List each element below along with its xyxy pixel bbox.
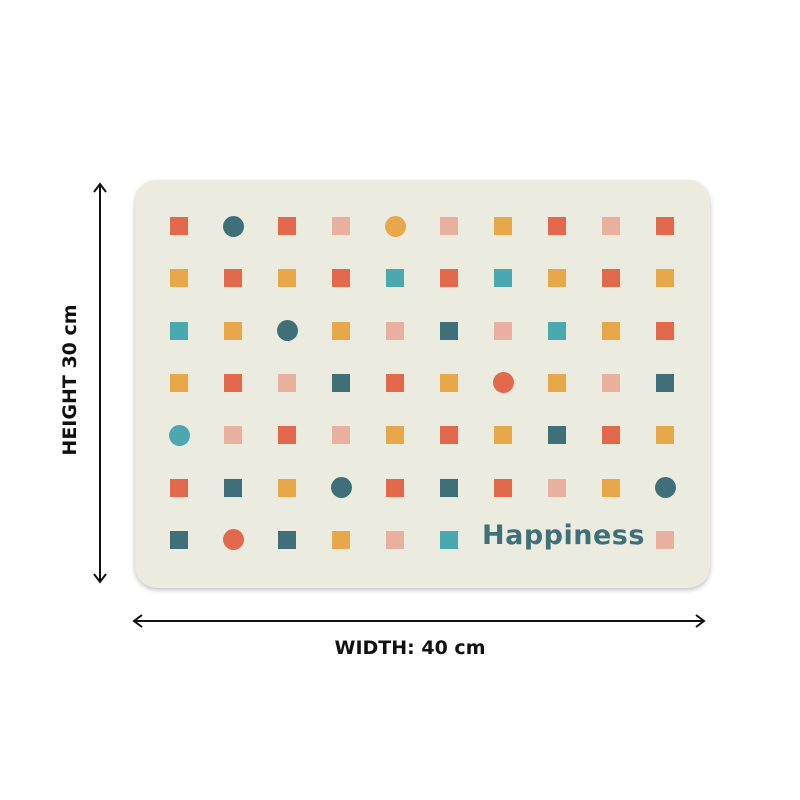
pattern-square xyxy=(332,530,350,549)
pattern-square xyxy=(332,373,350,392)
pattern-square xyxy=(170,217,188,235)
pattern-square xyxy=(440,373,458,392)
pattern-square xyxy=(332,321,350,340)
width-label: WIDTH: 40 cm xyxy=(334,637,486,659)
pattern-square xyxy=(548,373,566,392)
pattern-square xyxy=(494,478,512,497)
pattern-square xyxy=(278,478,296,497)
pattern-square xyxy=(278,217,296,235)
pattern-square xyxy=(170,478,188,497)
pattern-circle xyxy=(222,529,244,551)
pattern-square xyxy=(386,373,404,392)
pattern-square xyxy=(548,269,566,288)
pattern-square xyxy=(656,321,674,340)
pattern-square xyxy=(224,426,242,445)
pattern-square xyxy=(332,217,350,235)
pattern-square xyxy=(224,321,242,340)
pattern-square xyxy=(602,217,620,235)
pattern-square xyxy=(440,217,458,235)
pattern-circle xyxy=(330,477,352,498)
pattern-square xyxy=(224,478,242,497)
pattern-square xyxy=(440,478,458,497)
pattern-square xyxy=(602,373,620,392)
pattern-square xyxy=(548,217,566,235)
pattern-square xyxy=(386,321,404,340)
pattern-square xyxy=(656,269,674,288)
pattern-square xyxy=(278,426,296,445)
pattern-square xyxy=(440,269,458,288)
pattern-circle xyxy=(492,372,514,394)
width-arrow-icon xyxy=(132,614,706,628)
pattern-square xyxy=(386,530,404,549)
pattern-square xyxy=(602,269,620,288)
pattern-square xyxy=(278,373,296,392)
pattern-square xyxy=(602,321,620,340)
pattern-square xyxy=(548,321,566,340)
pattern-square xyxy=(440,426,458,445)
brand-text: Happiness xyxy=(482,520,645,551)
pattern-square xyxy=(440,321,458,340)
pattern-square xyxy=(332,426,350,445)
pattern-square xyxy=(602,478,620,497)
pattern-square xyxy=(656,217,674,235)
pattern-circle xyxy=(384,215,406,237)
height-label: HEIGHT 30 cm xyxy=(59,304,81,456)
pattern-square xyxy=(224,373,242,392)
pattern-circle xyxy=(276,320,298,342)
placemat: Happiness xyxy=(135,180,710,588)
pattern-square xyxy=(440,530,458,549)
pattern-circle xyxy=(222,215,244,237)
pattern-square xyxy=(278,269,296,288)
pattern-square xyxy=(494,269,512,288)
pattern-circle xyxy=(168,424,190,446)
pattern-square xyxy=(332,269,350,288)
pattern-square xyxy=(656,426,674,445)
pattern-square xyxy=(386,478,404,497)
pattern-square xyxy=(278,530,296,549)
pattern-square xyxy=(386,426,404,445)
pattern-square xyxy=(170,530,188,549)
pattern-square xyxy=(170,321,188,340)
pattern-square xyxy=(170,269,188,288)
pattern-square xyxy=(494,426,512,445)
pattern-square xyxy=(602,426,620,445)
pattern-square xyxy=(548,478,566,497)
pattern-square xyxy=(494,217,512,235)
pattern-square xyxy=(548,426,566,445)
pattern-square xyxy=(224,269,242,288)
pattern-square xyxy=(494,321,512,340)
pattern-square xyxy=(170,373,188,392)
pattern-circle xyxy=(654,477,676,498)
pattern-square xyxy=(656,530,674,549)
pattern-square xyxy=(656,373,674,392)
pattern-square xyxy=(386,269,404,288)
height-arrow-icon xyxy=(93,182,107,584)
